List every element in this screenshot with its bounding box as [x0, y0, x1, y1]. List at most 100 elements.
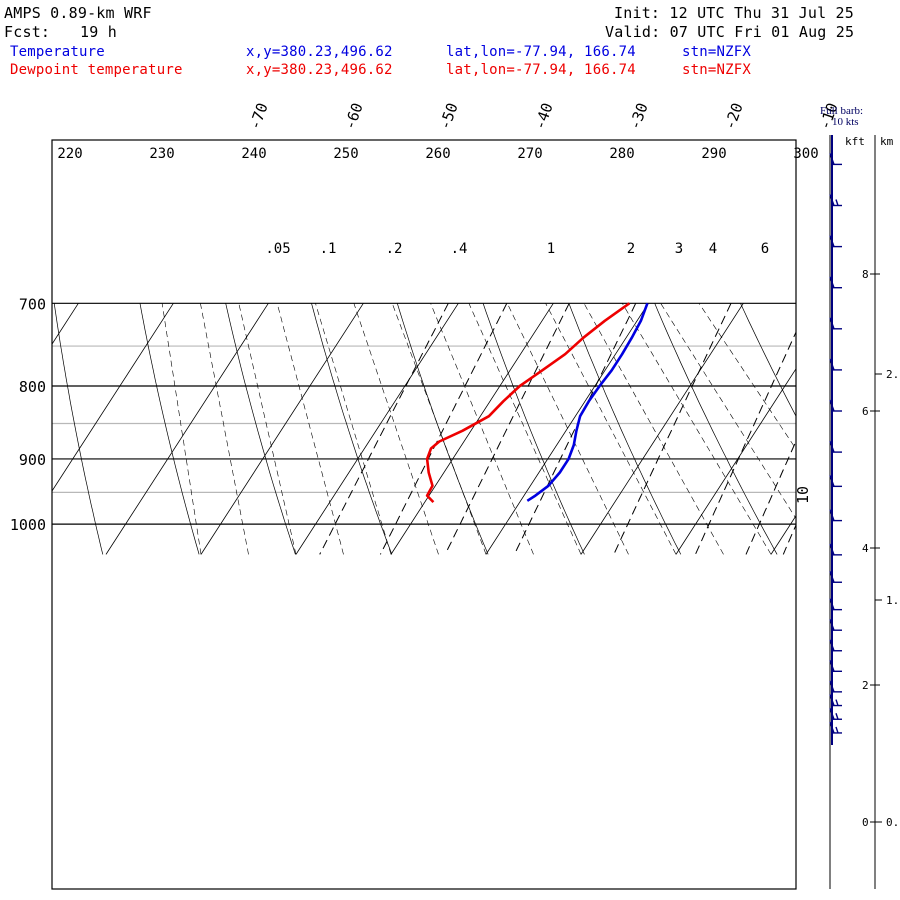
isotherm-line — [866, 303, 900, 554]
kft-tick-label: 0 — [862, 816, 869, 829]
mixing-ratio-line — [745, 440, 796, 555]
mixing-ratio-line — [613, 303, 732, 555]
wind-barb-flag — [829, 708, 835, 720]
legend-dewpoint-xy: x,y=380.23,496.62 — [246, 62, 393, 78]
wind-barb-flag — [829, 694, 835, 706]
mixing-ratio-label: .1 — [320, 241, 337, 257]
init-time: Init: 12 UTC Thu 31 Jul 25 — [614, 4, 854, 22]
saturated-adiabat-line — [238, 303, 297, 555]
temperature-tick-label: -70 — [246, 100, 272, 132]
dry-adiabat-line — [568, 303, 682, 555]
wind-panel-title-2: 10 kts — [832, 116, 859, 128]
mixing-ratio-line — [782, 523, 796, 555]
km-tick-label: 2. — [886, 368, 899, 381]
dry-adiabat-line — [139, 303, 200, 555]
kft-tick-label: 8 — [862, 268, 869, 281]
forecast-label: Fcst: — [4, 23, 51, 41]
temperature-tick-label: -50 — [436, 100, 462, 132]
mixing-ratio-label: 6 — [761, 241, 769, 257]
wind-barb-flag — [829, 276, 835, 288]
wind-barb-flag — [829, 680, 835, 693]
pressure-tick-label: 800 — [19, 378, 46, 396]
wind-barb-flag — [829, 399, 835, 412]
temperature-tick-label: -60 — [341, 100, 367, 132]
km-tick-label: 0. — [886, 816, 899, 829]
wind-barb-panel: Full barb: 10 kts kft km 0 2 4 6 8 0. 1. 2. — [820, 105, 899, 889]
dry-adiabat-line — [654, 303, 778, 555]
saturated-adiabat-line — [622, 303, 772, 555]
dry-adiabat-line — [225, 303, 296, 555]
mixing-ratio-line — [514, 303, 637, 555]
wind-barb-flag — [829, 543, 835, 556]
kft-tick-label: 2 — [862, 679, 869, 692]
mixing-ratio-line — [444, 303, 570, 555]
mixing-ratio-line — [838, 303, 900, 554]
temperature-trace — [526, 302, 649, 502]
theta-label: 290 — [701, 146, 726, 162]
mixing-ratio-label: 1 — [547, 241, 555, 257]
wind-barb-flag — [829, 598, 835, 610]
wind-barb-half — [835, 726, 839, 734]
theta-label: 250 — [333, 146, 358, 162]
km-tick-label: 1. — [886, 594, 899, 607]
legend-temperature-latlon: lat,lon=-77.94, 166.74 — [446, 44, 636, 60]
isotherm-line — [200, 303, 364, 555]
dry-adiabat-line — [53, 303, 104, 555]
saturated-adiabat-line — [200, 303, 249, 555]
wind-barb-half — [835, 713, 839, 720]
legend-temperature-name: Temperature — [10, 44, 105, 60]
temperature-tick-label: -30 — [626, 100, 652, 132]
dry-adiabat-line — [482, 303, 585, 555]
temperature-tick-label: -40 — [531, 100, 557, 132]
pressure-tick-label: 700 — [19, 295, 46, 313]
dry-adiabat-line — [740, 303, 796, 417]
saturated-adiabat-line — [353, 303, 439, 555]
wind-barb-flag — [829, 358, 835, 371]
mixing-ratio-label: 4 — [709, 241, 717, 257]
pressure-tick-label: 900 — [19, 451, 46, 469]
wind-barb-flag — [829, 317, 835, 330]
saturated-adiabat-line — [583, 303, 724, 555]
kft-tick-label: 6 — [862, 405, 869, 418]
isotherm-line — [580, 303, 744, 555]
mixing-ratio-label: 3 — [675, 241, 683, 257]
theta-label: 280 — [609, 146, 634, 162]
saturated-adiabat-line — [276, 303, 344, 555]
mixing-ratio-label: .4 — [451, 241, 468, 257]
theta-label: 260 — [425, 146, 450, 162]
plot-frame — [51, 139, 797, 890]
isotherm-line — [485, 303, 649, 555]
dry-adiabat-line — [826, 303, 900, 554]
legend-temperature-xy: x,y=380.23,496.62 — [246, 44, 393, 60]
legend-dewpoint-name: Dewpoint temperature — [10, 62, 183, 78]
dry-adiabat-line — [396, 303, 489, 555]
model-title: AMPS 0.89-km WRF — [4, 4, 152, 22]
theta-label: 240 — [241, 146, 266, 162]
saturated-adiabat-line — [545, 303, 677, 555]
isotherm-line — [52, 303, 174, 492]
wind-barb-flag — [829, 571, 835, 583]
mixing-ratio-label: 2 — [627, 241, 635, 257]
saturated-adiabat-line — [391, 303, 487, 555]
kft-label: kft — [845, 135, 865, 148]
forecast-hour: 19 h — [80, 23, 117, 41]
valid-time: Valid: 07 UTC Fri 01 Aug 25 — [605, 23, 855, 41]
saturated-adiabat-line — [161, 303, 202, 555]
dry-adiabat-line — [311, 303, 393, 555]
isotherm-line — [295, 303, 459, 555]
saturated-adiabat-line — [660, 303, 796, 520]
theta-e-label: 10 — [794, 486, 812, 504]
kft-tick-label: 4 — [862, 542, 869, 555]
wind-barb-flag — [829, 639, 835, 651]
wind-barb-flag — [829, 475, 835, 487]
wind-panel-title-1: Full barb: — [820, 105, 863, 117]
legend-temperature-stn: stn=NZFX — [682, 44, 752, 60]
theta-label: 220 — [57, 146, 82, 162]
legend-dewpoint-stn: stn=NZFX — [682, 62, 752, 78]
dewpoint-trace — [425, 302, 631, 504]
wind-barb-flag — [829, 194, 835, 206]
mixing-ratio-line — [694, 330, 796, 555]
isotherm-line — [675, 368, 796, 555]
mixing-ratio-label: .2 — [386, 241, 403, 257]
saturated-adiabat-line — [507, 303, 629, 555]
